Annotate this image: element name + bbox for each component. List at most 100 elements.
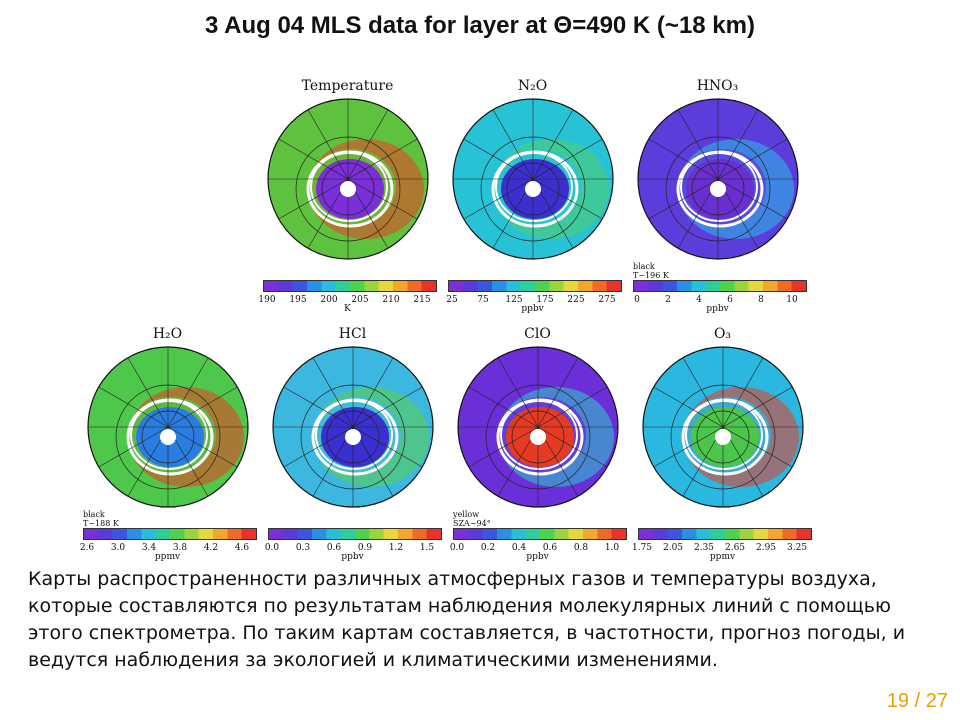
pole-mask [710,181,726,197]
page-separator: / [914,690,921,712]
vortex-edge-contour [496,398,584,476]
colorbar-ticks: 25 75 125 175 225 275 [442,295,626,307]
colorbar-ticks: 1.75 2.05 2.35 2.65 2.95 3.25 [632,543,816,555]
colorbar-tick-label: 1.2 [388,543,404,553]
map-title: ClO [524,326,551,342]
colorbar-tick-label: 2.65 [724,543,746,553]
map-panel: HCl 0.0 0.3 0.6 0.9 1.2 1.5 ppbv [260,318,445,562]
vortex-edge-contour [491,150,579,228]
vortex-edge-contour [680,152,758,222]
vortex-edge-contour [681,398,769,476]
longitude-line [648,138,788,220]
colorbar-tick-label: 0.9 [357,543,373,553]
vortex-edge-contour [685,400,763,470]
map-title: N₂O [517,78,548,94]
vortex-edge-contour [315,400,393,470]
colorbar [448,280,622,292]
vortex-edge-contour [500,400,578,470]
colorbar-tick-label: 190 [258,295,276,305]
polar-map-globe [457,346,619,508]
colorbar-tick-label: 2.95 [755,543,777,553]
colorbar-tick-label: 3.0 [110,543,126,553]
colorbar-tick-label: 210 [382,295,400,305]
colorbar-tick-label: 2.35 [693,543,715,553]
polar-map-globe [267,98,429,260]
colorbar-tick-label: 275 [598,295,616,305]
colorbar-tick-label: 0.6 [326,543,342,553]
colorbar-ticks: 2.6 3.0 3.4 3.8 4.2 4.6 [77,543,261,555]
colorbar-tick-label: 2 [665,295,671,305]
colorbar-tick-label: 1.0 [604,543,620,553]
colorbar-tick-label: 225 [567,295,585,305]
map-panel: Temperature 190 195 200 205 210 215 K [255,70,440,314]
colorbar-tick-label: 0.0 [449,543,465,553]
vortex-edge-contour [306,150,394,228]
colorbar-tick-label: 3.8 [172,543,188,553]
longitude-line [463,138,603,220]
colorbar-tick-label: 0.3 [295,543,311,553]
colorbar-tick-label: 8 [758,295,764,305]
map-title: O₃ [713,326,732,342]
polar-map-globe [87,346,249,508]
longitude-line [278,138,418,220]
pole-mask [340,181,356,197]
page-current: 19 [886,690,910,712]
map-panel: O₃ 1.75 2.05 2.35 2.65 2.95 3.25 ppmv [630,318,816,562]
contour-note: yellow SZA~94° [453,510,491,528]
vortex-edge-contour [126,398,214,476]
colorbar [638,528,812,540]
colorbar-tick-label: 125 [505,295,523,305]
colorbar-unit: ppmv [154,552,181,562]
colorbar-ticks: 0 2 4 6 8 10 [627,295,811,307]
longitude-line [98,386,238,468]
map-panel: N₂O 25 75 125 175 225 275 ppbv [440,70,626,314]
colorbar-tick-label: 4.2 [203,543,219,553]
colorbar-tick-label: 10 [786,295,798,305]
map-title: H₂O [152,326,183,342]
colorbar-tick-label: 1.5 [419,543,435,553]
page-total: 27 [925,690,948,712]
map-title: HNO₃ [696,78,739,94]
polar-map-globe [272,346,434,508]
colorbar [263,280,437,292]
colorbar-tick-label: 3.25 [786,543,808,553]
vortex-edge-contour [311,398,399,476]
slide-caption: Карты распространенности различных атмос… [28,568,906,671]
polar-map-globe [642,346,804,508]
vortex-edge-contour [495,152,573,222]
longitude-line [283,386,423,468]
colorbar-tick-label: 0.6 [542,543,558,553]
colorbar-tick-label: 25 [446,295,458,305]
colorbar-tick-label: 1.75 [631,543,653,553]
colorbar-unit: ppmv [709,552,736,562]
colorbar-tick-label: 0.0 [264,543,280,553]
contour-note: black T~188 K [83,510,119,528]
colorbar-tick-label: 2.6 [79,543,95,553]
map-title: HCl [338,326,367,342]
figure-panels: Temperature 190 195 200 205 210 215 K N₂O 25 75 125… [60,60,820,562]
polar-map-globe [452,98,614,260]
colorbar-tick-label: 0.8 [573,543,589,553]
page-indicator: 19 / 27 [887,690,948,713]
pole-mask [345,429,361,445]
colorbar-tick-label: 4 [696,295,702,305]
pole-mask [525,181,541,197]
colorbar-tick-label: 195 [289,295,307,305]
vortex-edge-contour [130,400,208,470]
colorbar-tick-label: 205 [351,295,369,305]
colorbar-tick-label: 215 [413,295,431,305]
colorbar-unit: ppbv [341,552,364,562]
colorbar [453,528,627,540]
longitude-line [653,386,793,468]
colorbar-tick-label: 0.4 [511,543,527,553]
pole-mask [715,429,731,445]
longitude-line [468,386,608,468]
map-panel: HNO₃ 0 2 4 6 8 10 ppbv black T~196 K [625,70,811,314]
colorbar-tick-label: 175 [536,295,554,305]
colorbar-unit: ppbv [706,304,729,314]
map-panel: H₂O 2.6 3.0 3.4 3.8 4.2 4.6 ppmv black T~188 K [75,318,261,562]
colorbar-tick-label: 6 [727,295,733,305]
map-title: Temperature [301,78,394,94]
colorbar-tick-label: 4.6 [234,543,250,553]
colorbar-tick-label: 3.4 [141,543,157,553]
